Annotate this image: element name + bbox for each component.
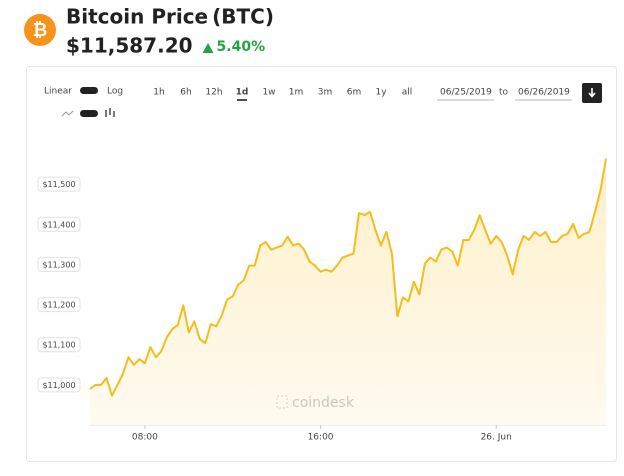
up-arrow [202, 43, 214, 53]
range-button[interactable]: 1h [153, 88, 164, 98]
y-tick-box [37, 297, 81, 313]
x-tick-label: 26. Jun [481, 433, 512, 443]
y-tick-label: $11,100 [42, 341, 75, 350]
logo [24, 14, 56, 46]
y-tick-box [37, 337, 81, 353]
range-button[interactable]: 6m [347, 88, 362, 98]
y-tick-label: $11,000 [42, 381, 75, 390]
range-button[interactable]: all [402, 88, 413, 98]
price-line [89, 158, 607, 397]
line-icon[interactable] [61, 110, 74, 117]
scale-log[interactable]: Log [107, 87, 123, 97]
toggle-knob [80, 87, 88, 94]
logo-symbol: ₿ [33, 20, 48, 41]
range-button[interactable]: 1y [375, 88, 387, 98]
range-button[interactable]: 1w [262, 88, 275, 98]
y-tick-label: $11,300 [42, 260, 75, 269]
x-tick-label: 16:00 [308, 433, 334, 443]
y-tick-box [37, 256, 81, 272]
range-button[interactable]: 12h [205, 88, 222, 98]
symbol: (BTC) [212, 5, 274, 29]
range-button[interactable]: 1d [236, 88, 249, 98]
range-button[interactable]: 1m [289, 88, 304, 98]
scale-linear[interactable]: Linear [44, 87, 72, 97]
y-tick-label: $11,500 [42, 180, 75, 189]
download-icon [588, 88, 596, 98]
y-tick-box [37, 216, 81, 232]
range-button[interactable]: 3m [318, 88, 333, 98]
type-toggle[interactable] [80, 110, 98, 117]
change: 5.40% [217, 39, 266, 55]
to-date[interactable]: 06/26/2019 [518, 88, 570, 98]
from-date[interactable]: 06/25/2019 [440, 88, 492, 98]
y-tick-box [37, 377, 81, 393]
price: $11,587.20 [66, 34, 193, 58]
y-tick-label: $11,200 [42, 301, 75, 310]
watermark-icon [276, 395, 288, 409]
to-label: to [499, 88, 509, 98]
y-tick-label: $11,400 [42, 220, 75, 229]
title: Bitcoin Price [66, 5, 208, 29]
x-tick-label: 08:00 [132, 433, 158, 443]
range-button[interactable]: 6h [180, 88, 191, 98]
y-tick-box [37, 176, 81, 192]
watermark: coindesk [292, 395, 355, 411]
candle-icon[interactable] [105, 108, 115, 117]
